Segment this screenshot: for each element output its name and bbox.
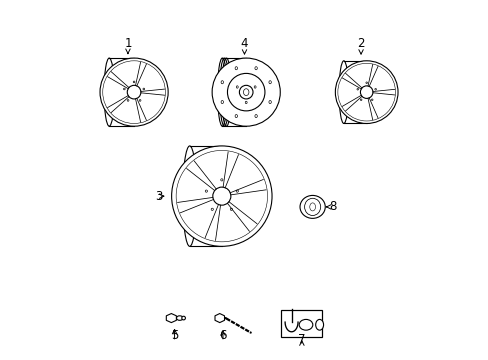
Polygon shape xyxy=(215,314,224,323)
Text: 3: 3 xyxy=(155,190,163,203)
Ellipse shape xyxy=(315,319,323,330)
Circle shape xyxy=(335,61,397,123)
Text: 4: 4 xyxy=(240,37,248,50)
Text: 2: 2 xyxy=(357,37,364,50)
Circle shape xyxy=(182,316,185,320)
Text: 1: 1 xyxy=(124,37,131,50)
Ellipse shape xyxy=(176,316,183,320)
Ellipse shape xyxy=(299,319,312,330)
Text: 8: 8 xyxy=(329,201,336,213)
Circle shape xyxy=(212,58,280,126)
Text: 6: 6 xyxy=(219,329,226,342)
Bar xyxy=(281,310,322,337)
Circle shape xyxy=(171,146,271,246)
Ellipse shape xyxy=(300,195,325,219)
Text: 7: 7 xyxy=(298,333,305,346)
Circle shape xyxy=(100,58,168,126)
Polygon shape xyxy=(166,314,176,323)
Text: 5: 5 xyxy=(170,329,178,342)
